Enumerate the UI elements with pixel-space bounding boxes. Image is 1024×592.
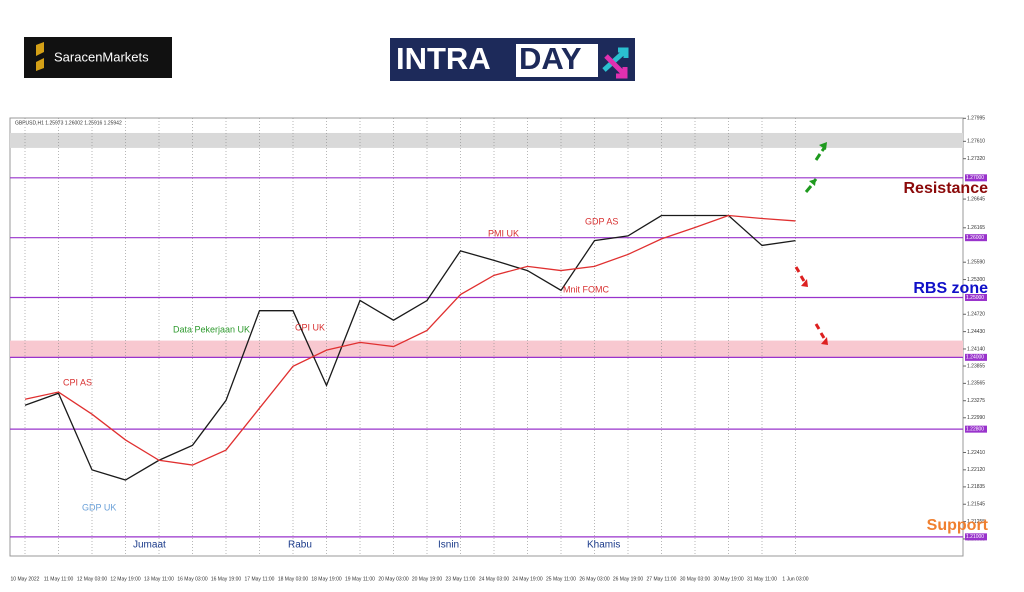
level-label-box: [965, 294, 987, 302]
x-tick-label: 23 May 11:00: [446, 576, 476, 582]
x-tick-label: 16 May 19:00: [211, 576, 242, 582]
y-tick-label: 1.24140: [967, 346, 985, 352]
x-tick-label: 12 May 03:00: [77, 576, 108, 582]
arrow-head: [819, 142, 827, 150]
logo-text: DAY: [519, 41, 582, 76]
x-tick-label: 18 May 19:00: [311, 576, 342, 582]
arrow-head: [809, 179, 816, 186]
arrow-down: [794, 266, 806, 282]
y-tick-label: 1.23275: [967, 398, 985, 404]
annotation: CPI AS: [63, 377, 92, 387]
level-label-box: [965, 234, 987, 242]
plot-frame: [9, 117, 964, 557]
y-tick-label: 1.24430: [967, 329, 985, 335]
brand-icon: [36, 42, 44, 71]
symbol-info: GBPUSD,H1 1.25973 1.26002 1.25916 1.2594…: [15, 120, 122, 126]
x-tick-label: 30 May 19:00: [713, 576, 744, 582]
brand-name: SaracenMarkets: [54, 49, 149, 64]
day-label: Isnin: [438, 540, 459, 551]
annotation: Mnit FOMC: [563, 284, 609, 294]
x-tick-label: 20 May 19:00: [412, 576, 443, 582]
arrow-down: [814, 323, 826, 339]
level-label-box: [965, 533, 987, 541]
x-tick-label: 20 May 03:00: [378, 576, 409, 582]
brand-logo: [24, 37, 172, 78]
zone-label: RBS zone: [913, 280, 988, 297]
x-tick-label: 18 May 03:00: [278, 576, 309, 582]
arrow-head: [801, 279, 808, 287]
logo-highlight: [516, 44, 598, 77]
x-tick-label: 19 May 11:00: [345, 576, 375, 582]
annotation: CPI UK: [295, 322, 325, 332]
x-tick-label: 26 May 03:00: [579, 576, 610, 582]
x-tick-label: 10 May 2022: [11, 576, 40, 582]
x-tick-label: 1 Jun 03:00: [782, 576, 808, 582]
y-tick-label: 1.22990: [967, 415, 985, 421]
logo-text: INTRA: [396, 41, 491, 76]
level-label: 1.25000: [966, 295, 984, 301]
y-tick-label: 1.26645: [967, 196, 985, 202]
zone-label: Resistance: [904, 180, 989, 197]
y-tick-label: 1.27320: [967, 156, 985, 162]
y-tick-label: 1.23855: [967, 363, 985, 369]
arrow-up: [814, 146, 827, 161]
y-tick-label: 1.27995: [967, 116, 985, 122]
x-tick-label: 12 May 19:00: [110, 576, 141, 582]
y-tick-label: 1.21545: [967, 502, 985, 508]
x-tick-label: 25 May 11:00: [546, 576, 576, 582]
level-label-box: [965, 174, 987, 182]
x-tick-label: 11 May 11:00: [44, 576, 74, 582]
x-tick-label: 24 May 03:00: [479, 576, 510, 582]
y-tick-label: 1.23565: [967, 381, 985, 387]
day-label: Jumaat: [133, 540, 166, 551]
arrow-head: [821, 337, 828, 345]
price-line: [24, 214, 796, 481]
annotation: Data Pekerjaan UK: [173, 324, 250, 334]
level-label: 1.26000: [966, 235, 984, 241]
zone-label: Support: [927, 517, 989, 534]
y-tick-label: 1.25590: [967, 260, 985, 266]
price-line: [24, 214, 796, 466]
level-label: 1.24000: [966, 355, 984, 361]
annotation: PMI UK: [488, 228, 519, 238]
x-tick-label: 26 May 19:00: [613, 576, 644, 582]
level-label: 1.21000: [966, 534, 984, 540]
y-tick-label: 1.27610: [967, 139, 985, 145]
day-label: Khamis: [587, 540, 620, 551]
logo-arrow: [604, 54, 628, 79]
zone-band: [10, 340, 963, 358]
y-tick-label: 1.24720: [967, 312, 985, 318]
x-tick-label: 31 May 11:00: [747, 576, 777, 582]
y-tick-label: 1.21835: [967, 484, 985, 490]
y-tick-label: 1.26165: [967, 225, 985, 231]
level-label-box: [965, 425, 987, 433]
x-tick-label: 13 May 11:00: [144, 576, 174, 582]
y-tick-label: 1.22120: [967, 467, 985, 473]
y-tick-label: 1.25300: [967, 277, 985, 283]
x-tick-label: 17 May 11:00: [245, 576, 275, 582]
x-tick-label: 27 May 11:00: [647, 576, 677, 582]
day-label: Rabu: [288, 540, 312, 551]
annotation: GDP AS: [585, 216, 618, 226]
level-label: 1.22800: [966, 426, 984, 432]
annotation: GDP UK: [82, 502, 116, 512]
y-tick-label: 1.21255: [967, 519, 985, 525]
x-tick-label: 24 May 19:00: [512, 576, 543, 582]
y-tick-label: 1.22410: [967, 450, 985, 456]
level-label: 1.27000: [966, 175, 984, 181]
x-tick-label: 30 May 03:00: [680, 576, 711, 582]
level-label-box: [965, 353, 987, 361]
zone-band: [10, 132, 963, 148]
x-tick-label: 16 May 03:00: [177, 576, 208, 582]
